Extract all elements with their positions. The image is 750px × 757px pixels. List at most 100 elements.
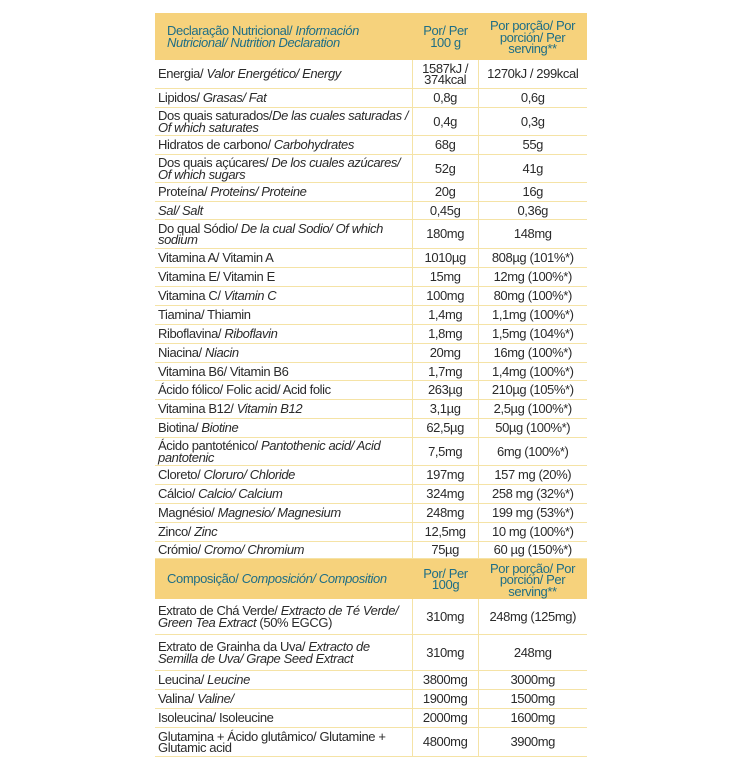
label-text: Ácido pantoténico/ Pantothenic acid/ Aci… [158, 438, 409, 465]
label-segment: Zinc [194, 524, 218, 540]
label-segment: Declaração Nutricional/ [167, 23, 296, 38]
per-100g-value: 0,45g [411, 202, 478, 219]
per-serving-value: 60 µg (150%*) [477, 542, 587, 558]
label-segment: Biotine [201, 420, 239, 436]
label-segment: Biotina/ [158, 420, 202, 436]
row-label: Dos quais açúcares/ De los cuales azúcar… [155, 155, 412, 182]
nutrition-table: Declaração Nutricional/ Información Nutr… [155, 13, 587, 757]
per-serving-value: Por porção/ Por porción/ Per serving** [489, 18, 576, 57]
row-label: Crómio/ Cromo/ Chromium [155, 542, 412, 558]
row-label: Vitamina C/ Vitamin C [155, 287, 412, 305]
per-100g-value: 12,5mg [411, 523, 478, 541]
row-label: Vitamina A/ Vitamin A [155, 249, 412, 267]
table-row: Cloreto/ Cloruro/ Chloride 197mg 157 mg (2… [155, 466, 587, 485]
table-row: Hidratos de carbono/ Carbohydrates 68g 55g [155, 136, 587, 155]
label-segment: Energia/ [158, 66, 207, 82]
label-segment: Extrato de Chá Verde/ [158, 603, 281, 618]
label-segment: Glutamina + Ácido glutâmico/ Glutamine +… [158, 728, 386, 755]
label-segment: (50% EGCG) [256, 614, 333, 630]
row-label: Magnésio/ Magnesio/ Magnesium [155, 504, 412, 522]
table-row: Biotina/ Biotine 62,5µg 50µg (100%*) [155, 419, 587, 438]
per-100g-value: 100mg [411, 287, 478, 305]
per-serving-value: 0,6g [477, 89, 587, 107]
label-segment: Tiamina/ Thiamin [158, 307, 251, 323]
row-label: Niacina/ Niacin [155, 344, 412, 362]
table-row: Zinco/ Zinc 12,5mg 10 mg (100%*) [155, 523, 587, 542]
label-segment: Vitamin B12 [236, 401, 303, 417]
label-segment: Información Nutricional/ Nutrition Decla… [167, 23, 359, 50]
label-text: Sal/ Salt [158, 202, 203, 218]
label-text: Niacina/ Niacin [158, 345, 239, 361]
label-text: Hidratos de carbono/ Carbohydrates [158, 138, 354, 151]
label-text: Vitamina B12/ Vitamin B12 [158, 401, 303, 417]
row-label: Hidratos de carbono/ Carbohydrates [155, 136, 412, 154]
label-segment: Dos quais açúcares/ [158, 155, 272, 170]
row-label: Do qual Sódio/ De la cual Sodio/ Of whic… [155, 220, 412, 248]
per-100g-value: 310mg [411, 635, 478, 670]
per-serving-value: 0,3g [477, 108, 587, 135]
label-text: Glutamina + Ácido glutâmico/ Glutamine +… [158, 728, 409, 755]
label-segment: Vitamina E/ Vitamin E [158, 269, 275, 285]
label-segment: De las cuales saturadas / Of which satur… [158, 108, 409, 135]
per-serving-value: 1,4mg (100%*) [477, 363, 587, 380]
per-100g-value: 20mg [411, 344, 478, 362]
table-row: Dos quais açúcares/ De los cuales azúcar… [155, 155, 587, 183]
row-label: Extrato de Chá Verde/ Extracto de Té Ver… [155, 599, 412, 634]
label-segment: Proteína/ [158, 184, 211, 200]
per-100g-value: 4800mg [411, 728, 478, 756]
label-text: Dos quais saturados/De las cuales satura… [158, 108, 409, 135]
table-row: Extrato de Grainha da Uva/ Extracto de S… [155, 635, 587, 671]
per-100g-value: 248mg [411, 504, 478, 522]
table-row: Sal/ Salt 0,45g 0,36g [155, 202, 587, 220]
table-row: Magnésio/ Magnesio/ Magnesium 248mg 199 mg… [155, 504, 587, 523]
label-segment: Magnesio/ Magnesium [217, 505, 342, 521]
table-row: Energia/ Valor Energético/ Energy 1587kJ … [155, 60, 587, 89]
table-row: Riboflavina/ Riboflavin 1,8mg 1,5mg (104%*… [155, 325, 587, 344]
label-text: Vitamina A/ Vitamin A [158, 251, 274, 264]
per-serving-value: 808µg (101%*) [477, 249, 587, 267]
label-text: Riboflavina/ Riboflavin [158, 326, 278, 342]
per-100g-value: 1,8mg [411, 325, 478, 343]
table-row: Proteína/ Proteins/ Proteine 20g 16g [155, 183, 587, 202]
label-segment: Ácido pantoténico/ [158, 438, 261, 453]
label-segment: Isoleucina/ Isoleucine [158, 710, 274, 726]
table-row: Leucina/ Leucine 3800mg 3000mg [155, 671, 587, 690]
table-row: Extrato de Chá Verde/ Extracto de Té Ver… [155, 599, 587, 635]
label-segment: Valina/ [158, 691, 198, 707]
section-header: Composição/ Composición/ Composition Por/… [155, 559, 587, 599]
label-segment: Sal/ Salt [158, 202, 203, 218]
per-100g-value: 180mg [411, 220, 478, 248]
row-label: Extrato de Grainha da Uva/ Extracto de S… [155, 635, 412, 670]
label-text: Biotina/ Biotine [158, 420, 239, 436]
per-100g-value: 68g [411, 136, 478, 154]
row-label: Cálcio/ Calcio/ Calcium [155, 485, 412, 503]
label-segment: Composição/ [167, 571, 242, 587]
per-serving-value: 148mg [477, 220, 587, 248]
label-segment: Zinco/ [158, 524, 195, 540]
per-100g-value: 3,1µg [411, 400, 478, 418]
label-text: Tiamina/ Thiamin [158, 307, 251, 323]
label-text: Proteína/ Proteins/ Proteine [158, 184, 307, 200]
per-serving-value: Por porção/ Por porción/ Per serving** [489, 560, 576, 599]
label-segment: Riboflavina/ [158, 326, 225, 342]
per-serving-value: 1500mg [477, 690, 587, 708]
label-segment: Niacina/ [158, 345, 205, 361]
per-100g-value: Por/ Per 100g [423, 565, 468, 592]
table-row: Vitamina E/ Vitamin E 15mg 12mg (100%*) [155, 268, 587, 287]
label-segment: Calcio/ Calcium [198, 486, 283, 502]
label-segment: Do qual Sódio/ [158, 220, 241, 236]
label-segment: Pantothenic acid/ Acid pantotenic [158, 438, 381, 465]
label-segment: Extracto de Té Verde/ Green Tea Extract [158, 603, 399, 630]
label-segment: Ácido fólico/ Folic acid/ Acid folic [158, 382, 331, 398]
table-row: Vitamina C/ Vitamin C 100mg 80mg (100%*) [155, 287, 587, 306]
per-100g-value: 1587kJ / 374kcal [411, 60, 478, 88]
row-label: Leucina/ Leucine [155, 671, 412, 689]
table-row: Niacina/ Niacin 20mg 16mg (100%*) [155, 344, 587, 363]
table-row: Vitamina B6/ Vitamin B6 1,7mg 1,4mg (100%*… [155, 363, 587, 381]
per-100g-value: 1,4mg [411, 306, 478, 324]
row-label: Glutamina + Ácido glutâmico/ Glutamine +… [155, 728, 412, 756]
per-serving-value: 0,36g [477, 202, 587, 219]
section-header: Declaração Nutricional/ Información Nutr… [155, 13, 587, 60]
per-serving-value: 50µg (100%*) [477, 419, 587, 437]
table-row: Vitamina A/ Vitamin A 1010µg 808µg (101%*) [155, 249, 587, 268]
